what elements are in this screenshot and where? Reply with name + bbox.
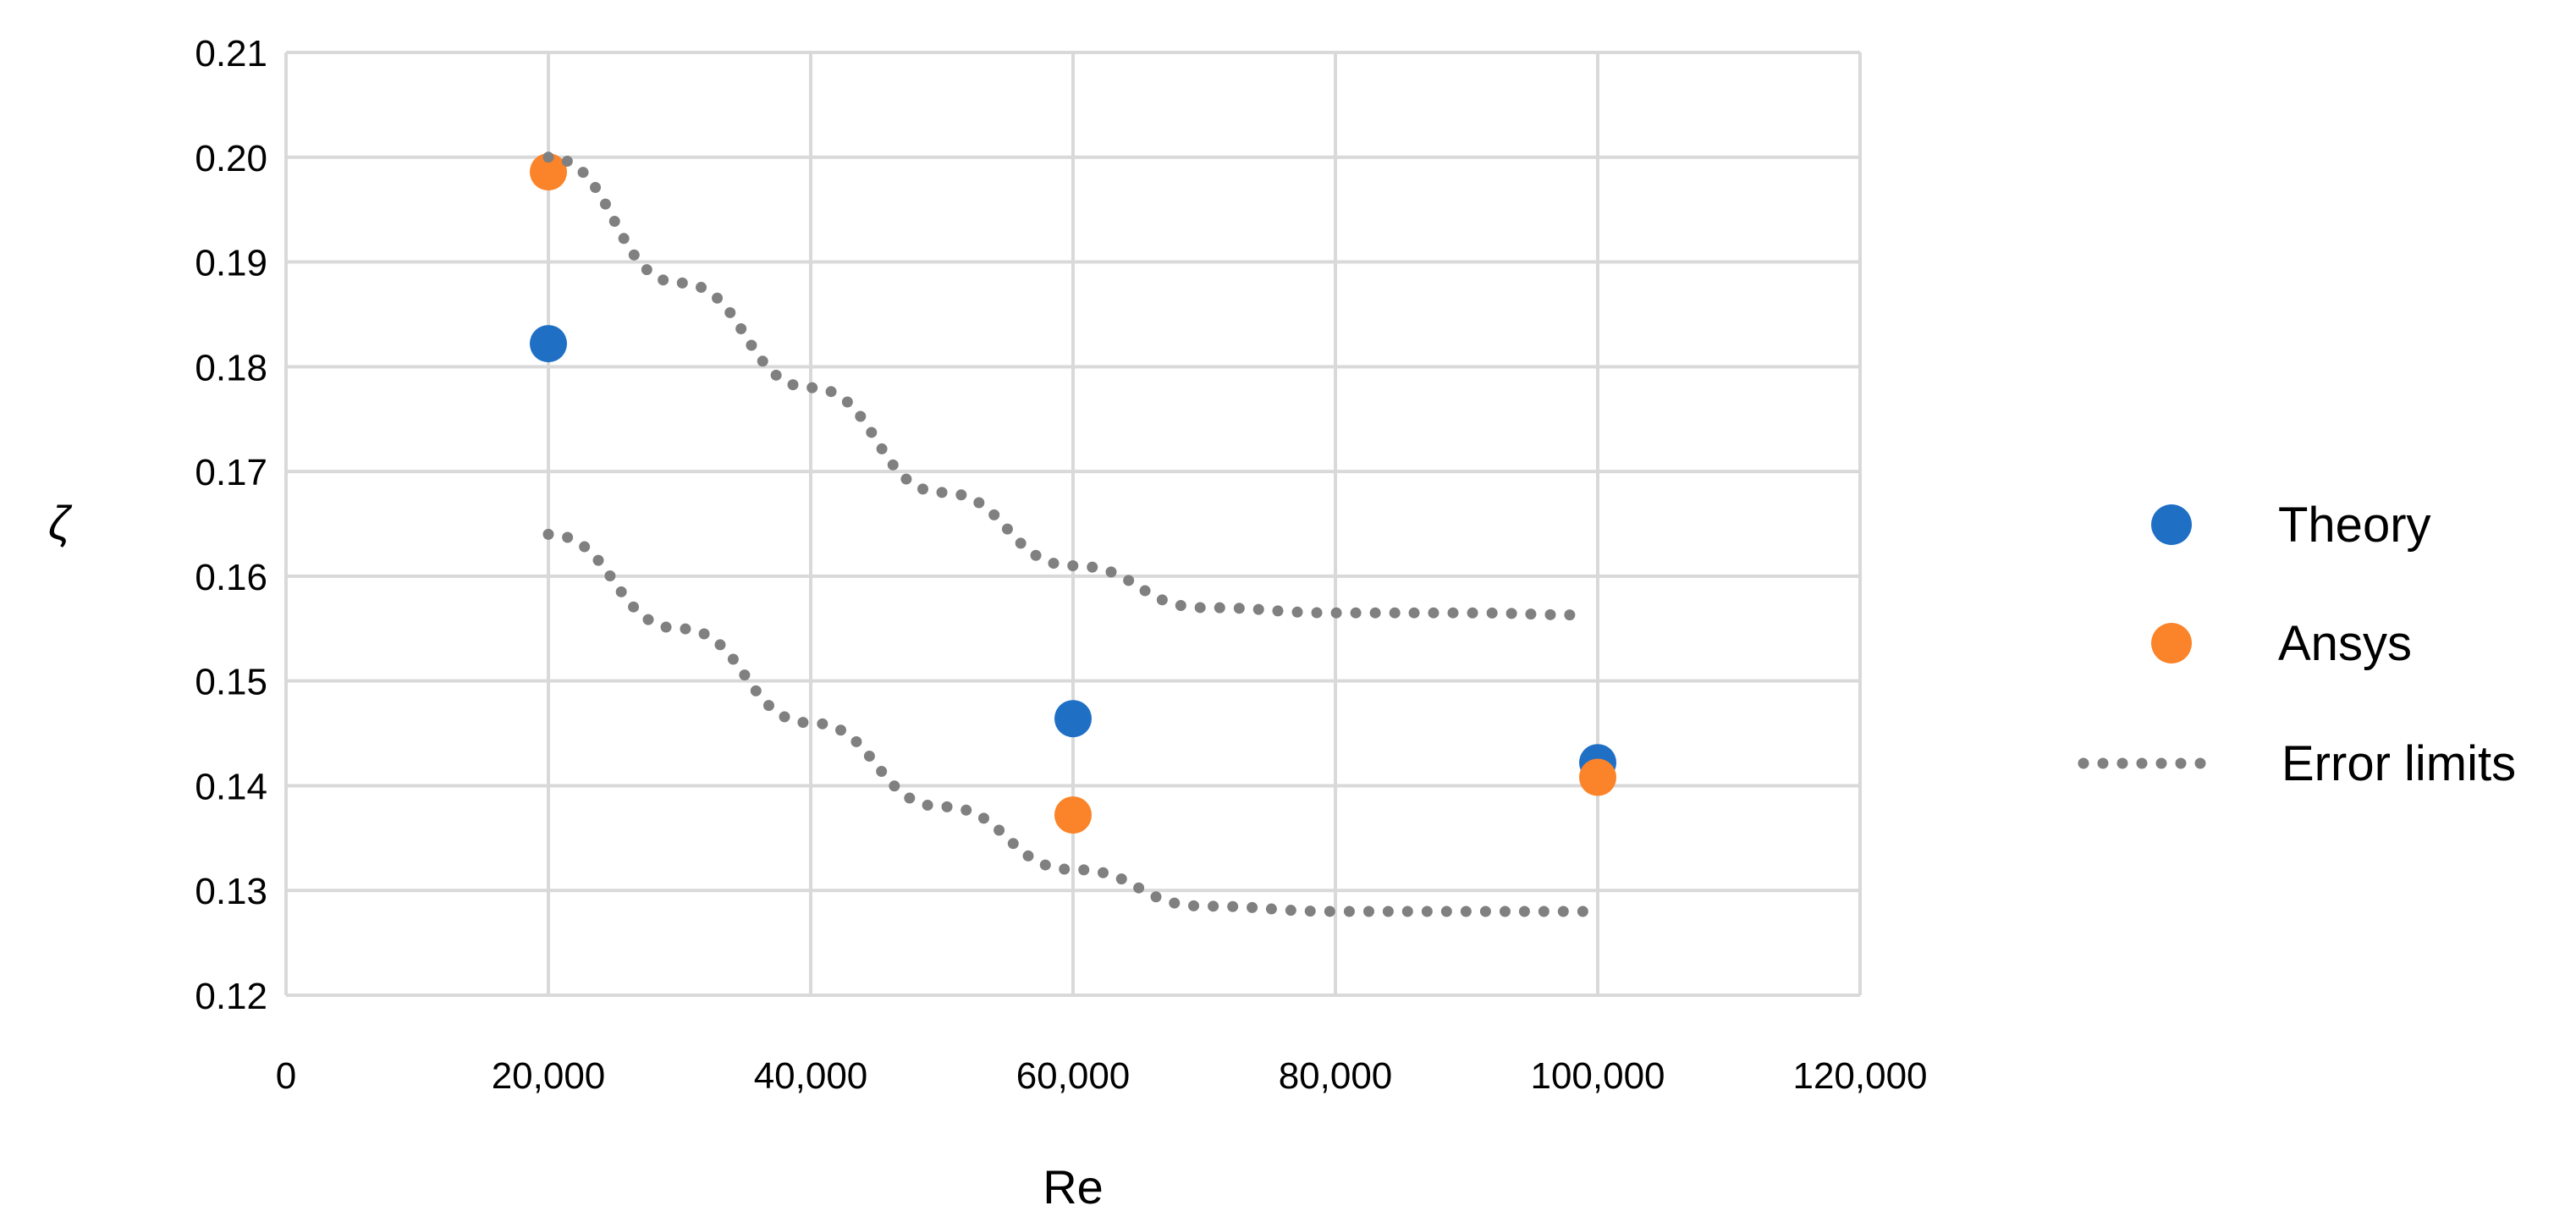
x-tick-label: 20,000 xyxy=(492,1055,606,1097)
y-tick-label: 0.15 xyxy=(195,662,267,703)
y-tick-label: 0.18 xyxy=(195,347,267,388)
x-tick-label: 100,000 xyxy=(1530,1055,1665,1097)
x-tick-label: 120,000 xyxy=(1792,1055,1927,1097)
error-limits-path xyxy=(542,151,1590,621)
legend-label-error-limits: Error limits xyxy=(2282,736,2516,791)
y-tick-label: 0.14 xyxy=(195,766,267,807)
y-tick-label: 0.17 xyxy=(195,452,267,493)
y-tick-label: 0.13 xyxy=(195,871,267,912)
theory-point xyxy=(1054,700,1092,738)
ansys-point xyxy=(1579,758,1616,796)
theory-point xyxy=(530,325,567,363)
error-limits-path xyxy=(542,528,1590,917)
ansys-point xyxy=(1054,796,1092,834)
legend-marker-ansys xyxy=(2151,623,2192,663)
legend: Theory Ansys Error limits xyxy=(2078,498,2516,791)
y-tick-label: 0.12 xyxy=(195,976,267,1017)
grid xyxy=(286,51,1862,995)
x-tick-label: 0 xyxy=(276,1055,296,1097)
y-tick-label: 0.20 xyxy=(195,138,267,179)
legend-marker-theory xyxy=(2151,504,2192,545)
ansys-point xyxy=(530,153,567,191)
error-limits-line-upper xyxy=(542,151,1590,621)
plot-area xyxy=(530,151,1616,917)
y-axis-title: ζ xyxy=(48,496,73,549)
x-tick-label: 40,000 xyxy=(754,1055,868,1097)
y-tick-label: 0.16 xyxy=(195,557,267,598)
legend-item-error-limits: Error limits xyxy=(2078,736,2516,791)
x-axis-title: Re xyxy=(1043,1160,1104,1214)
y-tick-label: 0.19 xyxy=(195,243,267,284)
legend-item-theory: Theory xyxy=(2151,498,2431,553)
x-tick-label: 60,000 xyxy=(1016,1055,1131,1097)
y-tick-label: 0.21 xyxy=(195,33,267,74)
legend-label-theory: Theory xyxy=(2278,498,2431,553)
x-tick-label: 80,000 xyxy=(1279,1055,1393,1097)
error-limits-line-lower xyxy=(542,528,1590,917)
legend-item-ansys: Ansys xyxy=(2151,616,2412,671)
tick-labels: 0 20,000 40,000 60,000 80,000 100,000 120,000 0… xyxy=(195,33,1927,1097)
legend-label-ansys: Ansys xyxy=(2278,616,2412,671)
axes xyxy=(284,52,1860,997)
